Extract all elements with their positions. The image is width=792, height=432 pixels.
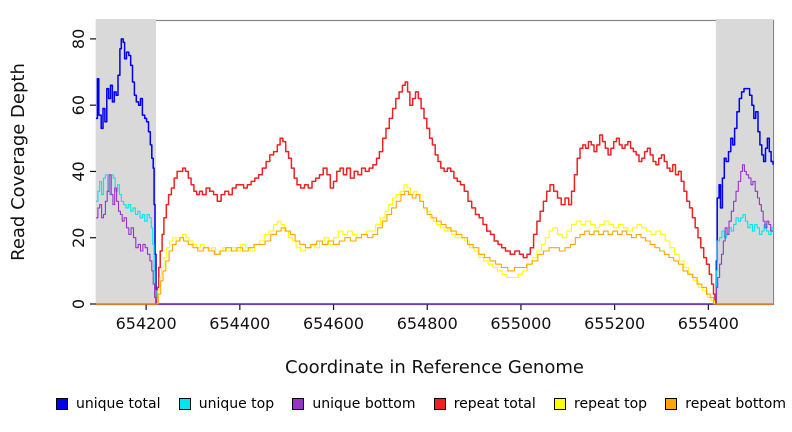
series-line-unique-total: [96, 38, 774, 305]
legend-item-repeat-total: repeat total: [433, 396, 536, 412]
legend-label: repeat total: [453, 396, 536, 412]
series-line-repeat-top: [96, 184, 773, 305]
legend-swatch-repeat-total: [433, 398, 446, 410]
x-tick-label: 654800: [397, 314, 458, 333]
legend-item-unique-total: unique total: [56, 396, 160, 412]
legend-swatch-unique-top: [178, 398, 191, 410]
x-tick-label: 655000: [490, 314, 551, 333]
shaded-region: [96, 19, 156, 304]
plot-frame: [95, 19, 775, 306]
legend-label: unique total: [76, 396, 161, 412]
x-tick-label: 654400: [209, 314, 270, 333]
legend: unique total unique top unique bottom repea…: [56, 396, 786, 412]
legend-item-unique-top: unique top: [178, 396, 275, 412]
legend-item-unique-bottom: unique bottom: [292, 396, 415, 412]
legend-label: unique bottom: [312, 396, 416, 412]
legend-swatch-unique-bottom: [292, 398, 305, 410]
legend-swatch-repeat-top: [554, 398, 567, 410]
series-line-unique-bottom: [96, 164, 773, 305]
y-tick-label: 60: [69, 95, 88, 115]
x-tick-label: 655400: [678, 314, 739, 333]
y-tick-label: 40: [69, 161, 88, 181]
x-axis-title: Coordinate in Reference Genome: [285, 357, 584, 378]
legend-label: repeat top: [574, 396, 648, 412]
legend-swatch-repeat-bottom: [665, 398, 678, 410]
y-tick-label: 0: [69, 299, 88, 309]
legend-label: repeat bottom: [685, 396, 786, 412]
x-tick-label: 654200: [116, 314, 177, 333]
series-line-repeat-bottom: [96, 190, 773, 305]
legend-item-repeat-top: repeat top: [554, 396, 647, 412]
x-tick-label: 654600: [303, 314, 364, 333]
legend-label: unique top: [198, 396, 275, 412]
y-tick-label: 80: [69, 29, 88, 49]
x-tick-label: 655200: [584, 314, 645, 333]
y-axis-title: Read Coverage Depth: [8, 63, 29, 261]
series-line-unique-top: [96, 174, 774, 305]
legend-swatch-unique-total: [56, 398, 68, 410]
series-line-repeat-total: [96, 81, 773, 305]
legend-item-repeat-bottom: repeat bottom: [665, 396, 786, 412]
y-tick-label: 20: [69, 228, 88, 248]
